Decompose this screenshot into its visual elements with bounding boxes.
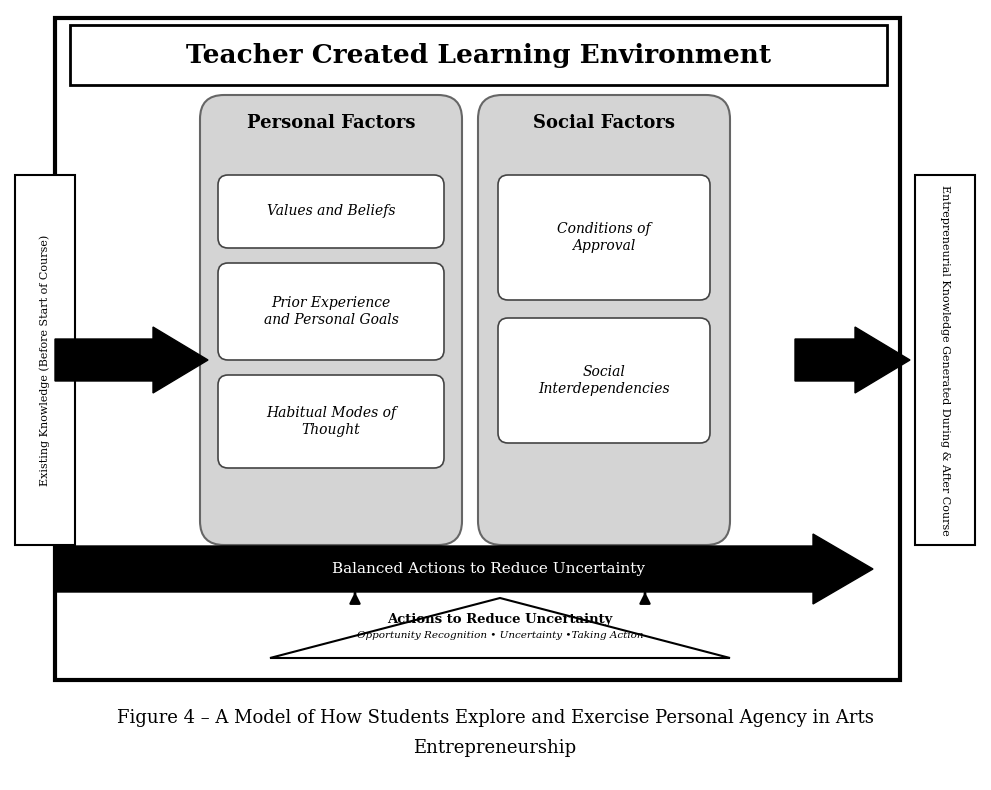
- Text: Teacher Created Learning Environment: Teacher Created Learning Environment: [186, 43, 771, 67]
- Text: Existing Knowledge (Before Start of Course): Existing Knowledge (Before Start of Cour…: [40, 235, 51, 486]
- Polygon shape: [55, 534, 873, 604]
- Polygon shape: [795, 327, 910, 393]
- Text: Opportunity Recognition • Uncertainty •Taking Action: Opportunity Recognition • Uncertainty •T…: [357, 630, 643, 639]
- Text: Social Factors: Social Factors: [533, 114, 675, 132]
- Text: Conditions of
Approval: Conditions of Approval: [557, 223, 651, 253]
- Bar: [70, 25, 887, 85]
- Text: Balanced Actions to Reduce Uncertainty: Balanced Actions to Reduce Uncertainty: [333, 562, 645, 576]
- Text: Figure 4 – A Model of How Students Explore and Exercise Personal Agency in Arts: Figure 4 – A Model of How Students Explo…: [117, 709, 873, 727]
- Text: Values and Beliefs: Values and Beliefs: [267, 205, 395, 219]
- Text: Actions to Reduce Uncertainty: Actions to Reduce Uncertainty: [387, 614, 612, 626]
- FancyBboxPatch shape: [200, 95, 462, 545]
- Bar: [915, 175, 975, 545]
- FancyBboxPatch shape: [498, 175, 710, 300]
- FancyBboxPatch shape: [218, 375, 444, 468]
- Text: Entrepreneurship: Entrepreneurship: [413, 739, 577, 757]
- FancyBboxPatch shape: [498, 318, 710, 443]
- Bar: [15, 175, 75, 545]
- FancyBboxPatch shape: [478, 95, 730, 545]
- Bar: [55, 18, 900, 680]
- Polygon shape: [55, 327, 208, 393]
- Text: Entrepreneurial Knowledge Generated During & After Course: Entrepreneurial Knowledge Generated Duri…: [940, 185, 950, 536]
- Polygon shape: [270, 598, 730, 658]
- Text: Prior Experience
and Personal Goals: Prior Experience and Personal Goals: [264, 296, 398, 326]
- Text: Social
Interdependencies: Social Interdependencies: [538, 366, 670, 396]
- Text: Habitual Modes of
Thought: Habitual Modes of Thought: [266, 406, 396, 437]
- FancyBboxPatch shape: [218, 263, 444, 360]
- Text: Personal Factors: Personal Factors: [247, 114, 415, 132]
- FancyBboxPatch shape: [218, 175, 444, 248]
